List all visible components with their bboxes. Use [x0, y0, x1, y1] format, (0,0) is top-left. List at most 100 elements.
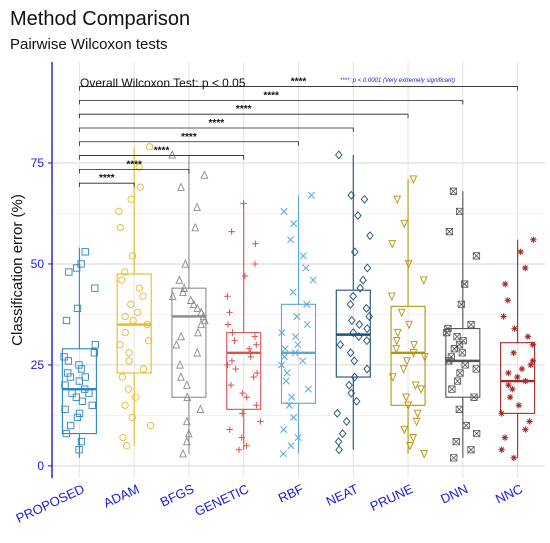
data-point — [224, 361, 231, 369]
box-proposed — [61, 348, 97, 435]
data-point — [85, 389, 93, 397]
data-point — [299, 357, 307, 365]
data-point — [226, 426, 233, 433]
data-point — [278, 329, 286, 337]
x-tick-label: RBF — [276, 481, 306, 506]
significance-bracket — [78, 127, 354, 132]
data-point — [362, 303, 371, 313]
data-point — [347, 388, 356, 398]
data-point — [72, 264, 81, 272]
x-tick-label: BFGS — [158, 481, 197, 510]
data-point — [449, 187, 458, 195]
data-point — [500, 313, 507, 320]
data-point — [75, 377, 83, 385]
data-point — [145, 337, 153, 345]
data-point — [118, 276, 126, 284]
data-point — [354, 332, 363, 342]
data-point — [91, 341, 100, 349]
data-point — [62, 429, 70, 438]
data-point — [200, 315, 209, 325]
data-point — [448, 385, 456, 393]
data-point — [72, 393, 81, 401]
data-point — [288, 393, 296, 401]
data-point — [360, 194, 369, 204]
data-point — [509, 385, 516, 393]
data-point — [359, 275, 367, 285]
data-point — [193, 303, 202, 313]
y-tick-label: 75 — [31, 156, 45, 170]
data-point — [501, 280, 509, 288]
significance-label: **** — [209, 118, 225, 129]
data-point — [526, 418, 533, 425]
significance-bracket — [78, 168, 190, 174]
data-point — [470, 393, 478, 401]
data-point — [232, 365, 239, 373]
data-point — [505, 381, 512, 389]
data-point — [399, 365, 408, 374]
data-point — [241, 272, 249, 280]
data-point — [524, 333, 532, 340]
data-point — [224, 321, 232, 328]
data-point — [410, 341, 418, 350]
data-point — [420, 353, 429, 362]
data-point — [333, 408, 342, 418]
data-point — [363, 263, 372, 273]
data-point — [250, 373, 257, 381]
data-point — [247, 349, 254, 356]
data-point — [452, 438, 460, 446]
data-point — [510, 454, 518, 462]
significance-bracket — [78, 155, 245, 160]
data-point — [116, 341, 124, 349]
data-point — [406, 442, 414, 451]
data-point — [504, 297, 511, 304]
data-point — [168, 291, 177, 300]
data-point — [127, 300, 135, 308]
data-point — [183, 392, 192, 401]
data-point — [184, 428, 193, 438]
data-point — [81, 248, 89, 256]
data-point — [393, 328, 402, 338]
chart-subtitle: Pairwise Wilcoxon tests — [10, 36, 168, 53]
data-point — [302, 264, 310, 272]
data-point — [224, 293, 231, 300]
data-point — [336, 340, 345, 350]
data-point — [77, 365, 86, 373]
data-point — [510, 349, 517, 356]
data-point — [251, 333, 259, 340]
data-point — [388, 373, 397, 382]
data-point — [182, 416, 191, 426]
data-point — [145, 143, 154, 151]
data-point — [456, 369, 464, 377]
data-point — [66, 373, 75, 381]
data-point — [392, 345, 401, 354]
data-point — [77, 260, 85, 268]
data-point — [472, 365, 480, 373]
data-point — [393, 195, 402, 205]
data-point — [411, 381, 420, 390]
data-point — [193, 347, 202, 357]
data-point — [522, 426, 529, 433]
y-tick-label: 25 — [31, 358, 45, 372]
data-point — [467, 320, 475, 329]
data-point — [65, 268, 73, 276]
data-point — [77, 438, 86, 446]
data-point — [420, 450, 429, 459]
data-point — [397, 308, 406, 318]
data-point — [342, 416, 351, 426]
data-point — [335, 150, 343, 160]
data-point — [334, 437, 343, 447]
data-point — [128, 252, 137, 260]
data-point — [355, 320, 364, 330]
data-point — [293, 312, 301, 321]
data-point — [304, 385, 312, 393]
data-point — [121, 328, 129, 337]
data-point — [226, 309, 233, 316]
data-point — [121, 312, 129, 321]
data-point — [404, 260, 413, 269]
data-point — [81, 385, 89, 393]
data-point — [518, 365, 526, 373]
data-point — [75, 409, 84, 418]
data-point — [189, 299, 198, 308]
data-point — [309, 276, 317, 284]
data-point — [280, 207, 288, 215]
